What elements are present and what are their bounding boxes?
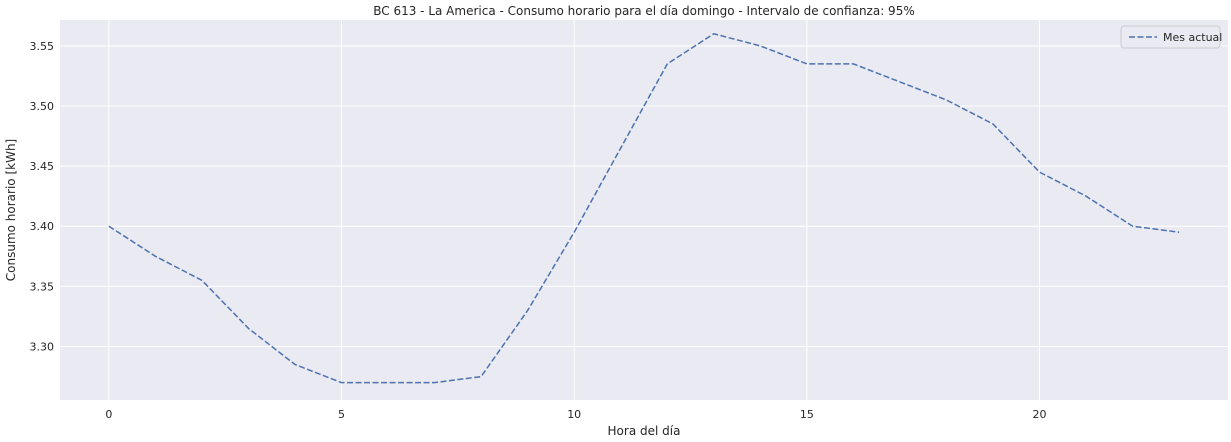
legend-box	[1120, 25, 1221, 49]
y-tick-label: 3.40	[30, 220, 55, 233]
legend-label: Mes actual	[1163, 31, 1222, 44]
x-tick-label: 15	[800, 408, 814, 421]
y-tick-label: 3.55	[30, 40, 55, 53]
series-line	[108, 32, 1180, 384]
x-axis-label: Hora del día	[608, 424, 681, 438]
x-tick-label: 20	[1033, 408, 1047, 421]
legend: Mes actual	[1120, 25, 1222, 49]
y-axis-label: Consumo horario [kWh]	[4, 139, 18, 281]
y-tick-label: 3.35	[30, 280, 55, 293]
y-tick-label: 3.50	[30, 100, 55, 113]
y-tick-labels: 3.30 3.35 3.40 3.45 3.50 3.55	[30, 40, 55, 354]
chart-title: BC 613 - La America - Consumo horario pa…	[373, 4, 914, 18]
plot-area	[60, 20, 1228, 400]
x-tick-labels: 0 5 10 15 20	[105, 408, 1046, 421]
x-tick-label: 0	[105, 408, 112, 421]
series-lines	[108, 32, 1180, 384]
x-tick-label: 5	[338, 408, 345, 421]
grid-lines	[60, 20, 1228, 400]
y-tick-label: 3.45	[30, 160, 55, 173]
y-tick-label: 3.30	[30, 340, 55, 353]
x-tick-label: 10	[567, 408, 581, 421]
